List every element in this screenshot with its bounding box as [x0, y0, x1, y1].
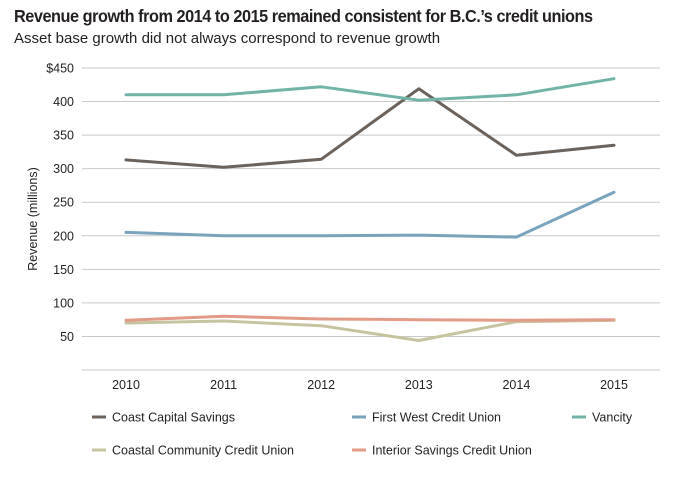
x-tick-label: 2014	[502, 378, 530, 392]
grid-lines	[82, 67, 660, 371]
y-tick-labels: 50 100 150 200 250 300 350 400 $450	[46, 62, 74, 344]
legend-label: Interior Savings Credit Union	[372, 444, 532, 458]
legend-label: First West Credit Union	[372, 411, 501, 425]
legend-label: Vancity	[592, 411, 633, 425]
y-tick-label: 300	[53, 162, 74, 176]
chart-title: Revenue growth from 2014 to 2015 remaine…	[14, 6, 593, 26]
series-line	[124, 318, 616, 342]
y-axis-label: Revenue (millions)	[26, 167, 40, 271]
x-tick-label: 2011	[210, 378, 237, 392]
y-tick-label: 150	[53, 263, 74, 277]
x-tick-labels: 2010 2011 2012 2013 2014 2015	[112, 378, 628, 392]
y-tick-label: $450	[46, 62, 74, 76]
x-tick-label: 2012	[307, 378, 335, 392]
y-tick-label: 400	[53, 95, 74, 109]
x-tick-label: 2015	[600, 378, 628, 392]
legend-label: Coast Capital Savings	[112, 411, 235, 425]
y-tick-label: 350	[53, 129, 74, 143]
series-lines	[124, 77, 616, 342]
series-line	[124, 190, 616, 239]
legend-label: Coastal Community Credit Union	[112, 444, 294, 458]
x-tick-label: 2013	[405, 378, 433, 392]
series-line	[124, 87, 616, 169]
series-line	[124, 314, 616, 322]
legend: Coast Capital Savings First West Credit U…	[92, 411, 633, 458]
x-tick-label: 2010	[112, 378, 140, 392]
y-tick-label: 250	[53, 196, 74, 210]
y-tick-label: 200	[53, 229, 74, 243]
series-line	[124, 77, 616, 102]
y-tick-label: 100	[53, 296, 74, 310]
chart-subtitle: Asset base growth did not always corresp…	[14, 30, 441, 47]
y-tick-label: 50	[60, 330, 74, 344]
